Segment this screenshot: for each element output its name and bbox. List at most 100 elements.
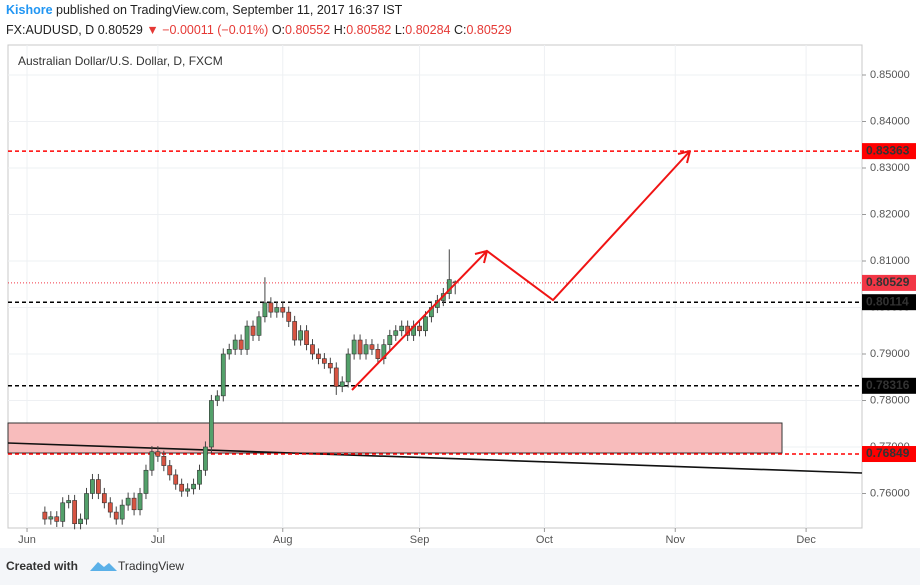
layer: 0.760000.770000.780000.790000.800000.810… bbox=[7, 45, 916, 546]
candle-body bbox=[173, 474, 179, 485]
candle-body bbox=[322, 358, 327, 364]
candle-body bbox=[244, 325, 250, 350]
candle-body bbox=[84, 493, 89, 520]
candle-body bbox=[48, 516, 54, 520]
candle-body bbox=[78, 518, 83, 525]
level-box bbox=[862, 446, 916, 463]
candle-body bbox=[250, 325, 256, 336]
candle-body bbox=[119, 504, 125, 520]
change: −0.00011 (−0.01%) bbox=[162, 23, 268, 37]
x-tick-label: Jul bbox=[151, 534, 165, 546]
chart-title: Australian Dollar/U.S. Dollar, D, FXCM bbox=[18, 54, 223, 68]
level-box bbox=[862, 143, 916, 160]
candle-body bbox=[298, 330, 303, 341]
header-line: Kishore published on TradingView.com, Se… bbox=[6, 3, 403, 17]
candle-body bbox=[256, 316, 262, 336]
level-label: 0.83363 bbox=[866, 143, 910, 157]
candle-body bbox=[375, 349, 381, 359]
last-price-label: 0.80529 bbox=[866, 275, 910, 289]
candle-body bbox=[167, 465, 173, 476]
candle-body bbox=[107, 502, 113, 513]
arrow-head bbox=[474, 150, 691, 264]
candle-body bbox=[280, 307, 286, 313]
candle-body bbox=[96, 479, 101, 494]
candle-body bbox=[333, 367, 339, 387]
ohlc-label: L: bbox=[395, 23, 405, 37]
y-tick-label: 0.83000 bbox=[870, 162, 910, 174]
plot-area bbox=[7, 44, 863, 529]
last-price-box bbox=[862, 274, 916, 291]
ohlc-value: 0.80529 bbox=[466, 23, 511, 37]
ohlc-value: 0.80582 bbox=[346, 23, 391, 37]
candle-body bbox=[185, 488, 190, 492]
footer-bar bbox=[0, 548, 920, 585]
ohlc-label: O: bbox=[272, 23, 285, 37]
candle-body bbox=[262, 302, 268, 318]
candle-body bbox=[131, 497, 137, 511]
candle-body bbox=[203, 446, 208, 471]
candle-body bbox=[351, 339, 357, 355]
footer-brand[interactable]: TradingView bbox=[118, 559, 184, 573]
y-tick-label: 0.76000 bbox=[870, 487, 910, 499]
candle-body bbox=[101, 493, 107, 504]
candle-body bbox=[286, 311, 292, 322]
candle-body bbox=[143, 469, 149, 494]
price: 0.80529 bbox=[98, 23, 143, 37]
candle-body bbox=[161, 455, 167, 466]
candle-body bbox=[155, 451, 161, 457]
symbol-line: FX:AUDUSD, D 0.80529 ▼ −0.00011 (−0.01%)… bbox=[6, 23, 512, 37]
ohlc-value: 0.80552 bbox=[285, 23, 330, 37]
level-box bbox=[862, 294, 916, 311]
candle-body bbox=[214, 395, 220, 401]
candle-body bbox=[66, 500, 72, 504]
candle-body bbox=[197, 469, 202, 485]
candle-body bbox=[60, 502, 66, 522]
level-box bbox=[862, 377, 916, 394]
x-tick-label: Sep bbox=[410, 534, 430, 546]
candle-body bbox=[345, 353, 351, 383]
candle-body bbox=[90, 479, 95, 494]
candle-body bbox=[369, 344, 375, 350]
y-tick-label: 0.85000 bbox=[870, 69, 910, 81]
candle-body bbox=[137, 493, 143, 511]
candle-body bbox=[72, 500, 77, 525]
x-tick-label: Oct bbox=[536, 534, 553, 546]
arrow-path bbox=[351, 150, 691, 391]
ohlc-label: H: bbox=[334, 23, 347, 37]
candle-body bbox=[327, 362, 333, 369]
published: published on TradingView.com, September … bbox=[56, 3, 403, 17]
candle-body bbox=[125, 497, 131, 506]
trend-line bbox=[7, 442, 863, 474]
candle-body bbox=[113, 511, 119, 520]
author[interactable]: Kishore bbox=[6, 3, 53, 17]
x-tick-label: Jun bbox=[18, 534, 36, 546]
down-arrow: ▼ bbox=[146, 23, 158, 37]
candle-body bbox=[220, 353, 226, 397]
candle-body bbox=[304, 330, 309, 345]
candle-body bbox=[310, 344, 315, 355]
candle-body bbox=[393, 330, 399, 336]
candle-body bbox=[179, 483, 185, 492]
candle-body bbox=[191, 483, 196, 490]
logo bbox=[90, 562, 117, 571]
symbol: FX:AUDUSD, D bbox=[6, 23, 94, 37]
y-tick-label: 0.84000 bbox=[870, 115, 910, 127]
candle-body bbox=[387, 335, 393, 345]
zone bbox=[7, 422, 783, 454]
y-tick-label: 0.78000 bbox=[870, 394, 910, 406]
candle-body bbox=[316, 353, 321, 359]
ohlc-label: C: bbox=[454, 23, 467, 37]
candle-body bbox=[381, 344, 387, 359]
candle-body bbox=[339, 381, 345, 387]
candle-body bbox=[292, 321, 298, 341]
candle-body bbox=[54, 516, 60, 522]
y-tick-label: 0.79000 bbox=[870, 348, 910, 360]
candle-body bbox=[363, 344, 369, 355]
level-label: 0.78316 bbox=[866, 378, 910, 392]
candle-body bbox=[42, 511, 48, 520]
level-label: 0.80114 bbox=[866, 294, 909, 308]
candle-body bbox=[232, 339, 238, 350]
candle-body bbox=[238, 339, 244, 350]
y-tick-label: 0.82000 bbox=[870, 208, 910, 220]
